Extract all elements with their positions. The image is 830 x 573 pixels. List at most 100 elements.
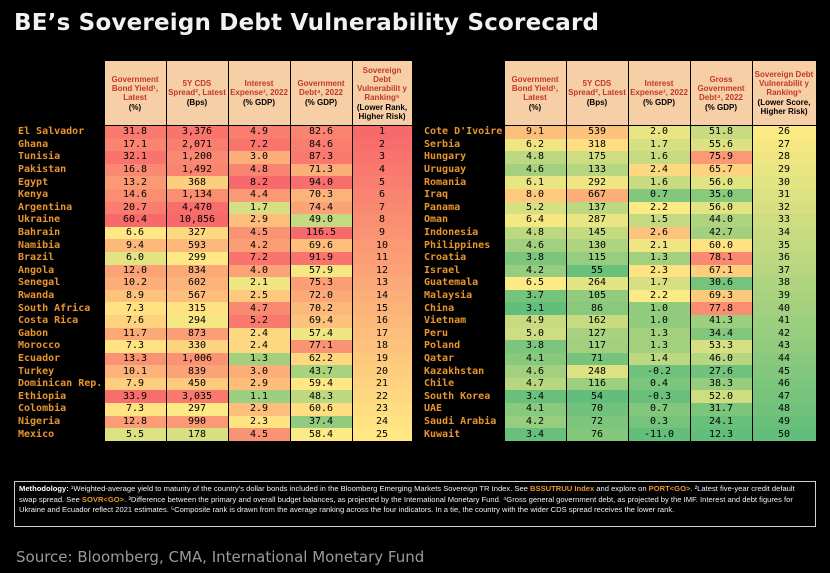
cell-rank: 10: [351, 239, 413, 252]
country-name: Namibia: [14, 239, 104, 252]
table-row: Poland 3.8 117 1.3 53.3 43: [420, 340, 817, 353]
table-row: Peru 5.0 127 1.3 34.4 42: [420, 327, 817, 341]
cell-cds: 3,376: [165, 125, 229, 139]
cell-debt: 87.3: [289, 151, 353, 164]
cell-interest: 2.9: [227, 214, 291, 227]
cell-yield: 9.4: [103, 239, 167, 252]
column-header-rank: Sovereign Debt Vulnerabilit y Ranking⁵ (L…: [751, 60, 817, 126]
cell-interest: 1.5: [627, 214, 691, 227]
cell-rank: 15: [351, 302, 413, 315]
country-name: Ukraine: [14, 214, 104, 227]
column-header-unit: (% GDP): [305, 98, 337, 107]
cell-yield: 6.1: [503, 176, 567, 189]
cell-debt: 82.6: [289, 125, 353, 139]
table-row: Vietnam 4.9 162 1.0 41.3 41: [420, 314, 817, 328]
cell-yield: 3.1: [503, 302, 567, 315]
cell-interest: 1.3: [627, 327, 691, 341]
cell-rank: 21: [351, 377, 413, 391]
methodology-code-bssutruu: BSSUTRUU Index: [530, 484, 595, 493]
methodology-text-1: ¹Weighted-average yield to maturity of t…: [68, 484, 531, 493]
country-name: Kuwait: [420, 428, 504, 441]
cell-rank: 43: [751, 340, 817, 353]
cell-interest: 1.7: [227, 201, 291, 215]
cell-rank: 7: [351, 201, 413, 215]
cell-cds: 873: [165, 327, 229, 341]
column-header-unit: (Lower Rank, Higher Risk): [356, 102, 408, 121]
cell-debt: 70.2: [289, 302, 353, 315]
country-name: Hungary: [420, 151, 504, 164]
country-name: Indonesia: [420, 226, 504, 240]
country-name: El Salvador: [14, 125, 104, 139]
cell-interest: 2.4: [227, 327, 291, 341]
cell-rank: 34: [751, 226, 817, 240]
cell-rank: 4: [351, 163, 413, 177]
country-name: Peru: [420, 327, 504, 341]
country-name: Ethiopia: [14, 390, 104, 404]
cell-yield: 14.6: [103, 188, 167, 202]
table-row: Indonesia 4.8 145 2.6 42.7 34: [420, 226, 817, 240]
cell-debt: 70.3: [289, 188, 353, 202]
table-row: Senegal 10.2 602 2.1 75.3 13: [14, 277, 413, 290]
cell-rank: 45: [751, 365, 817, 378]
country-name: Oman: [420, 214, 504, 227]
cell-cds: 839: [165, 365, 229, 378]
cell-cds: 137: [565, 201, 629, 215]
country-name: Cote D'Ivoire: [420, 125, 504, 139]
cell-debt: 91.9: [289, 251, 353, 265]
table-row: Rwanda 8.9 567 2.5 72.0 14: [14, 289, 413, 303]
cell-yield: 5.5: [103, 428, 167, 441]
table-row: Tunisia 32.1 1,200 3.0 87.3 3: [14, 151, 413, 164]
cell-yield: 10.2: [103, 277, 167, 290]
cell-debt: 56.0: [689, 176, 753, 189]
table-row: Brazil 6.0 299 7.2 91.9 11: [14, 251, 413, 265]
cell-interest: 4.2: [227, 239, 291, 252]
table-row: Ecuador 13.3 1,006 1.3 62.2 19: [14, 352, 413, 366]
column-header-unit: (% GDP): [243, 98, 275, 107]
cell-cds: 105: [565, 289, 629, 303]
cell-yield: 7.3: [103, 340, 167, 353]
cell-yield: 3.4: [503, 428, 567, 441]
cell-yield: 13.2: [103, 176, 167, 189]
country-name: Kazakhstan: [420, 365, 504, 378]
methodology-text-3: . ²Latest five-year credit default swap …: [19, 484, 795, 504]
cell-cds: 450: [165, 377, 229, 391]
table-row: Croatia 3.8 115 1.3 78.1 36: [420, 251, 817, 265]
methodology-label: Methodology:: [19, 484, 69, 493]
cell-rank: 13: [351, 277, 413, 290]
cell-yield: 33.9: [103, 390, 167, 404]
cell-cds: 2,071: [165, 138, 229, 152]
cell-interest: 2.0: [627, 125, 691, 139]
cell-yield: 4.8: [503, 226, 567, 240]
country-name: Israel: [420, 264, 504, 278]
country-name: Serbia: [420, 138, 504, 152]
column-header-interest: Interest Expense³, 2022 (% GDP): [627, 60, 691, 126]
cell-yield: 4.1: [503, 403, 567, 416]
cell-rank: 26: [751, 125, 817, 139]
page-title: BE’s Sovereign Debt Vulnerability Scorec…: [14, 10, 600, 36]
cell-rank: 27: [751, 138, 817, 152]
table-row: Morocco 7.3 330 2.4 77.1 18: [14, 340, 413, 353]
table-row: Ukraine 60.4 10,856 2.9 49.0 8: [14, 214, 413, 227]
cell-cds: 1,200: [165, 151, 229, 164]
cell-rank: 18: [351, 340, 413, 353]
cell-yield: 4.8: [503, 151, 567, 164]
cell-interest: 0.4: [627, 377, 691, 391]
cell-rank: 12: [351, 264, 413, 278]
table-row: Malaysia 3.7 105 2.2 69.3 39: [420, 289, 817, 303]
table-row: Kuwait 3.4 76 -11.0 12.3 50: [420, 428, 817, 441]
cell-yield: 4.6: [503, 365, 567, 378]
cell-cds: 55: [565, 264, 629, 278]
cell-debt: 60.0: [689, 239, 753, 252]
cell-yield: 6.5: [503, 277, 567, 290]
cell-cds: 667: [565, 188, 629, 202]
country-name: Senegal: [14, 277, 104, 290]
cell-yield: 7.3: [103, 403, 167, 416]
cell-yield: 4.1: [503, 352, 567, 366]
cell-debt: 71.3: [289, 163, 353, 177]
table-row: Guatemala 6.5 264 1.7 30.6 38: [420, 277, 817, 290]
cell-debt: 34.4: [689, 327, 753, 341]
cell-debt: 46.0: [689, 352, 753, 366]
cell-rank: 32: [751, 201, 817, 215]
cell-interest: 8.2: [227, 176, 291, 189]
column-header-unit: (%): [128, 102, 142, 112]
